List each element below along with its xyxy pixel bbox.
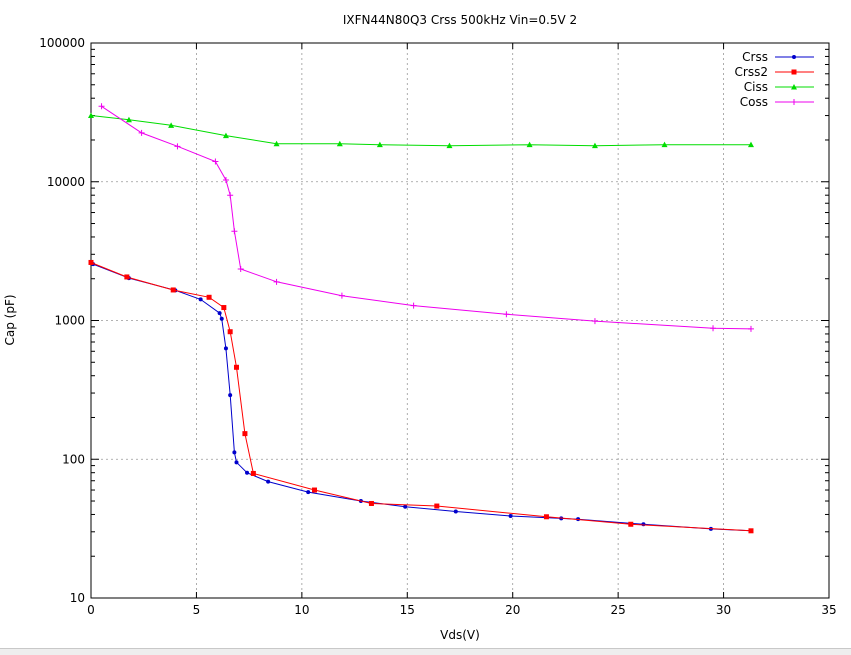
data-point-coss <box>503 311 510 318</box>
data-point-crss2 <box>221 305 227 311</box>
series-line-ciss <box>90 115 751 147</box>
data-point-ciss <box>222 132 229 139</box>
data-point-crss <box>266 479 271 484</box>
x-tick-label: 35 <box>821 603 836 617</box>
legend-label-crss: Crss <box>742 50 768 64</box>
data-point-coss <box>338 292 345 299</box>
data-point-crss2 <box>170 287 176 293</box>
data-point-coss <box>591 318 598 325</box>
data-point-crss <box>234 460 239 465</box>
data-point-ciss <box>526 141 533 148</box>
x-tick-label: 20 <box>505 603 520 617</box>
y-axis-label: Cap (pF) <box>3 294 17 345</box>
legend-label-coss: Coss <box>740 95 768 109</box>
x-tick-label: 10 <box>294 603 309 617</box>
y-tick-label: 10 <box>70 591 85 605</box>
series-crss2 <box>88 259 754 534</box>
data-point-crss <box>453 509 458 514</box>
legend-label-crss2: Crss2 <box>735 65 768 79</box>
chart-title: IXFN44N80Q3 Crss 500kHz Vin=0.5V 2 <box>343 13 577 27</box>
series-group <box>88 103 754 534</box>
data-point-crss <box>217 311 222 316</box>
data-point-crss <box>508 513 513 518</box>
data-point-coss <box>273 278 280 285</box>
data-point-crss2 <box>242 431 248 437</box>
series-line-crss <box>92 263 752 532</box>
data-point-crss2 <box>250 470 256 476</box>
data-point-ciss <box>661 141 668 148</box>
data-point-coss <box>98 103 105 110</box>
x-tick-label: 15 <box>400 603 415 617</box>
data-point-crss <box>228 393 233 398</box>
data-point-crss <box>223 346 228 351</box>
legend-label-ciss: Ciss <box>744 80 768 94</box>
y-tick-label: 1000 <box>54 314 85 328</box>
series-line-crss2 <box>90 262 752 532</box>
data-point-crss2 <box>628 521 634 527</box>
data-point-crss2 <box>748 528 754 534</box>
y-tick-label: 100000 <box>39 36 85 50</box>
data-point-ciss <box>88 112 94 119</box>
data-point-coss <box>237 266 244 273</box>
data-point-coss <box>174 143 181 150</box>
data-point-coss <box>747 325 754 332</box>
data-point-ciss <box>336 140 343 147</box>
data-point-ciss <box>591 142 598 149</box>
data-point-coss <box>222 176 229 183</box>
legend-marker-ciss <box>791 84 797 90</box>
data-point-crss <box>232 450 237 455</box>
series-ciss <box>88 112 754 149</box>
series-crss <box>91 262 753 533</box>
data-point-crss2 <box>227 329 233 335</box>
data-point-crss2 <box>368 500 374 506</box>
x-tick-label: 30 <box>716 603 731 617</box>
data-point-ciss <box>747 141 754 148</box>
data-point-coss <box>227 192 234 199</box>
x-tick-label: 25 <box>611 603 626 617</box>
data-point-ciss <box>125 116 132 123</box>
data-point-ciss <box>273 140 280 147</box>
data-point-crss <box>219 316 224 321</box>
data-point-coss <box>231 228 238 235</box>
status-bar <box>0 648 851 655</box>
gridlines <box>91 43 829 598</box>
data-point-coss <box>410 302 417 309</box>
data-point-ciss <box>376 141 383 148</box>
data-point-crss <box>306 490 311 495</box>
data-point-crss2 <box>312 487 318 493</box>
x-tick-label: 5 <box>193 603 201 617</box>
data-point-crss <box>403 504 408 509</box>
legend-marker-crss <box>792 55 796 59</box>
data-point-crss2 <box>434 503 440 509</box>
x-axis-label: Vds(V) <box>440 628 480 642</box>
legend-marker-coss <box>791 99 797 105</box>
data-point-crss <box>198 297 203 302</box>
data-point-crss <box>245 470 250 475</box>
legend-marker-crss2 <box>791 69 797 75</box>
y-tick-label: 100 <box>62 452 85 466</box>
y-tick-label: 10000 <box>47 175 85 189</box>
data-point-crss2 <box>88 259 94 265</box>
data-point-ciss <box>168 122 175 128</box>
x-tick-label: 0 <box>87 603 95 617</box>
data-point-crss2 <box>543 514 549 520</box>
data-point-coss <box>710 325 717 332</box>
data-point-crss2 <box>233 364 239 370</box>
data-point-crss <box>641 522 646 527</box>
data-point-coss <box>138 129 145 136</box>
series-coss <box>98 103 754 332</box>
data-point-crss2 <box>206 294 212 300</box>
data-point-ciss <box>446 142 453 149</box>
data-point-coss <box>212 158 219 165</box>
axis-ticks: 0 5 10 15 20 25 30 35 10 100 1000 10000 100000 <box>39 36 836 617</box>
data-point-crss2 <box>124 274 130 280</box>
